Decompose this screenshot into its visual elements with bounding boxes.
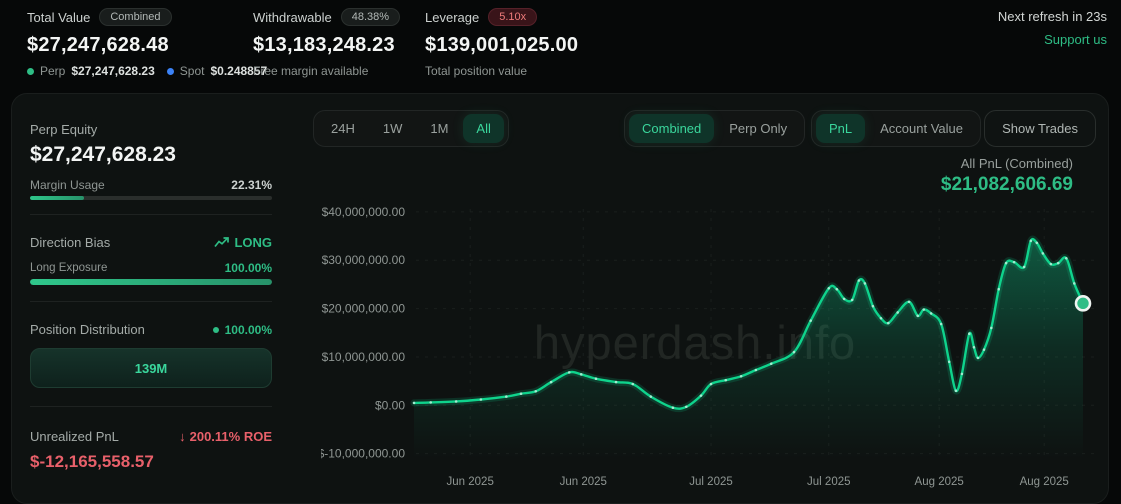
withdrawable-subtitle: Free margin available (253, 64, 369, 78)
leverage-stat: Leverage 5.10x $139,001,025.00 Total pos… (425, 8, 578, 78)
position-distribution-value: 100.00% (224, 322, 272, 337)
support-us-link[interactable]: Support us (1044, 32, 1107, 47)
svg-text:Jun 2025: Jun 2025 (447, 476, 494, 488)
main-panel: Perp Equity $27,247,628.23 Margin Usage … (11, 93, 1109, 504)
spot-dot-icon (166, 67, 174, 75)
margin-usage-label: Margin Usage (30, 178, 105, 192)
trending-up-icon (214, 237, 230, 248)
all-pnl-value: $21,082,606.69 (940, 174, 1073, 195)
svg-text:$0.00: $0.00 (375, 398, 405, 412)
leverage-subtitle: Total position value (425, 64, 528, 78)
direction-bias-value: LONG (234, 235, 272, 250)
svg-text:Jul 2025: Jul 2025 (807, 476, 850, 488)
metric-account-value-button[interactable]: Account Value (867, 114, 976, 143)
long-exposure-value: 100.00% (224, 261, 272, 275)
account-mode-group: Combined Perp Only (624, 110, 806, 147)
svg-text:$20,000,000.00: $20,000,000.00 (322, 302, 406, 316)
svg-text:$-10,000,000.00: $-10,000,000.00 (321, 447, 405, 461)
perp-dot-icon (27, 67, 34, 75)
perp-value: $27,247,628.23 (71, 64, 155, 78)
divider (30, 406, 272, 407)
mode-perp-only-button[interactable]: Perp Only (716, 114, 800, 143)
svg-text:Jul 2025: Jul 2025 (689, 476, 732, 488)
withdrawable-stat: Withdrawable 48.38% $13,183,248.23 Free … (253, 8, 401, 78)
margin-usage-bar (30, 196, 272, 200)
leverage-amount: $139,001,025.00 (425, 34, 579, 56)
svg-text:Aug 2025: Aug 2025 (915, 476, 964, 488)
range-1w-button[interactable]: 1W (370, 114, 416, 143)
svg-text:Aug 2025: Aug 2025 (1020, 476, 1069, 488)
position-bar-label: 139M (134, 360, 168, 376)
pnl-area-chart[interactable]: hyperdash.info $40,000,000.00$30,000,000… (321, 201, 1111, 496)
divider (30, 214, 272, 215)
svg-text:$40,000,000.00: $40,000,000.00 (322, 205, 406, 219)
long-exposure-bar (30, 279, 272, 285)
spot-value: $0.248857 (210, 64, 268, 78)
direction-bias-label: Direction Bias (30, 235, 111, 250)
withdrawable-label: Withdrawable (253, 9, 332, 25)
arrow-down-icon: ↓ (179, 429, 186, 444)
leverage-label: Leverage (425, 9, 480, 25)
all-pnl-label: All PnL (Combined) (960, 156, 1073, 171)
withdrawable-amount: $13,183,248.23 (253, 34, 395, 56)
metric-pnl-button[interactable]: PnL (816, 114, 866, 143)
axis-labels: $40,000,000.00 $30,000,000.00 $20,000,000.… (321, 205, 1069, 488)
time-range-group: 24H 1W 1M All (313, 110, 509, 147)
leverage-badge: 5.10x (488, 8, 538, 26)
pnl-series (410, 235, 1092, 459)
svg-text:Jun 2025: Jun 2025 (560, 476, 607, 488)
perp-equity-header: Perp Equity (30, 122, 272, 137)
perp-equity-label: Perp Equity (30, 122, 98, 137)
svg-text:$30,000,000.00: $30,000,000.00 (322, 253, 406, 267)
combined-badge: Combined (99, 8, 172, 26)
perp-label: Perp (40, 64, 66, 78)
show-trades-button[interactable]: Show Trades (984, 110, 1096, 147)
position-distribution-bar: 139M (30, 348, 272, 388)
position-distribution-label: Position Distribution (30, 322, 145, 337)
spot-label: Spot (179, 64, 205, 78)
range-all-button[interactable]: All (463, 114, 504, 143)
margin-usage-value: 22.31% (231, 178, 272, 192)
svg-text:$10,000,000.00: $10,000,000.00 (322, 350, 406, 364)
total-value-stat: Total Value Combined $27,247,628.48 Perp… (27, 8, 267, 78)
unrealized-pnl-value: $-12,165,558.57 (30, 452, 154, 471)
total-value-amount: $27,247,628.48 (27, 34, 169, 56)
distribution-dot-icon (212, 326, 219, 333)
range-24h-button[interactable]: 24H (318, 114, 368, 143)
unrealized-pnl-roe: 200.11% ROE (189, 429, 272, 444)
refresh-countdown: Next refresh in 23s (997, 9, 1107, 24)
perp-equity-value: $27,247,628.23 (30, 143, 176, 166)
range-1m-button[interactable]: 1M (417, 114, 461, 143)
withdrawable-percent-badge: 48.38% (340, 8, 401, 26)
metric-group: PnL Account Value (811, 110, 982, 147)
total-value-label: Total Value (27, 9, 91, 25)
long-exposure-label: Long Exposure (30, 262, 108, 274)
unrealized-pnl-label: Unrealized PnL (30, 429, 119, 444)
mode-combined-button[interactable]: Combined (629, 114, 715, 143)
divider (30, 301, 272, 302)
pnl-summary: All PnL (Combined) $21,082,606.69 (941, 156, 1073, 196)
